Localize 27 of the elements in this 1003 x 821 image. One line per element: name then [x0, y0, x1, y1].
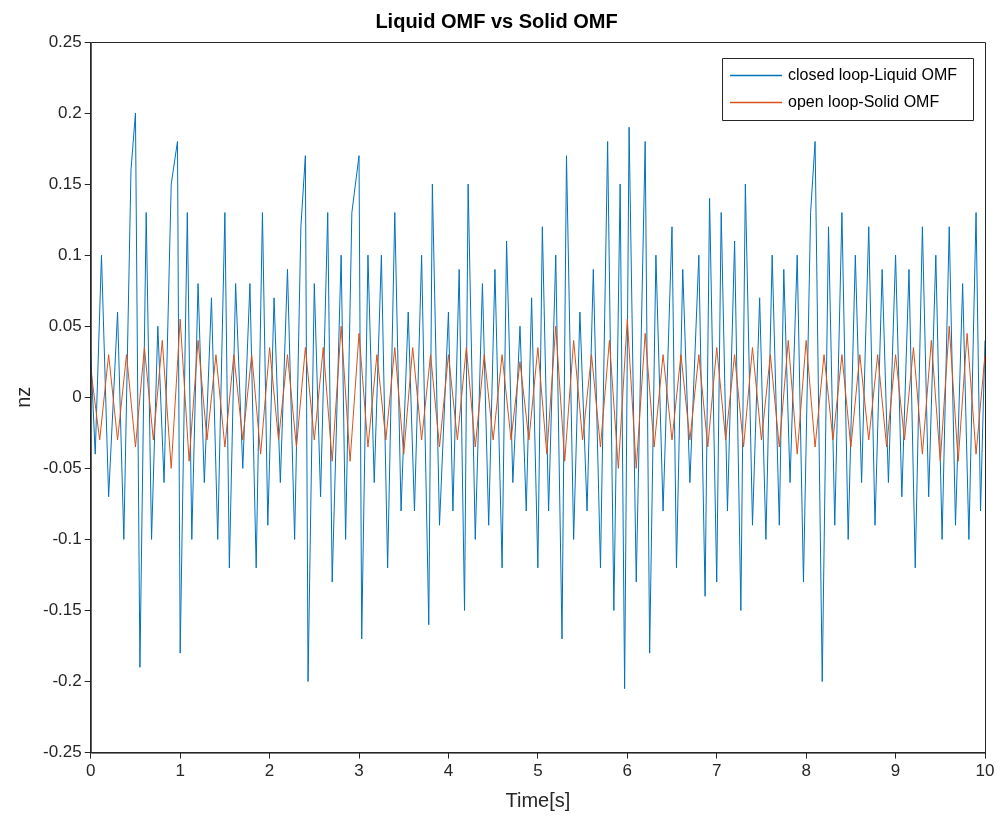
- x-tick-label: 2: [264, 761, 275, 781]
- y-tick-label: 0.15: [48, 173, 82, 193]
- y-tick-label: -0.2: [52, 671, 82, 691]
- y-tick-label: -0.1: [52, 529, 82, 549]
- y-tick-label: 0: [72, 386, 82, 406]
- y-axis-title: nz: [11, 386, 34, 408]
- y-tick-label: 0.25: [48, 31, 82, 51]
- y-tick-label: 0.1: [58, 244, 82, 264]
- y-tick-label: -0.15: [43, 600, 82, 620]
- y-tick-label: -0.05: [43, 458, 82, 478]
- x-tick-label: 4: [443, 761, 454, 781]
- legend-label: closed loop-Liquid OMF: [788, 65, 958, 83]
- x-axis-title: Time[s]: [505, 788, 571, 811]
- x-tick-label: 10: [975, 761, 995, 781]
- x-tick-label: 3: [354, 761, 364, 781]
- x-tick-label: 6: [622, 761, 633, 781]
- x-tick-label: 5: [533, 761, 543, 781]
- x-tick-label: 9: [890, 761, 901, 781]
- y-tick-label: 0.05: [48, 315, 82, 335]
- x-tick-label: 1: [175, 761, 185, 781]
- x-tick-label: 7: [711, 761, 722, 781]
- x-tick-label: 0: [86, 761, 96, 781]
- y-tick-label: -0.25: [43, 742, 82, 762]
- chart-title: Liquid OMF vs Solid OMF: [375, 9, 618, 32]
- y-tick-label: 0.2: [58, 102, 82, 122]
- legend-label: open loop-Solid OMF: [788, 92, 940, 110]
- x-tick-label: 8: [801, 761, 811, 781]
